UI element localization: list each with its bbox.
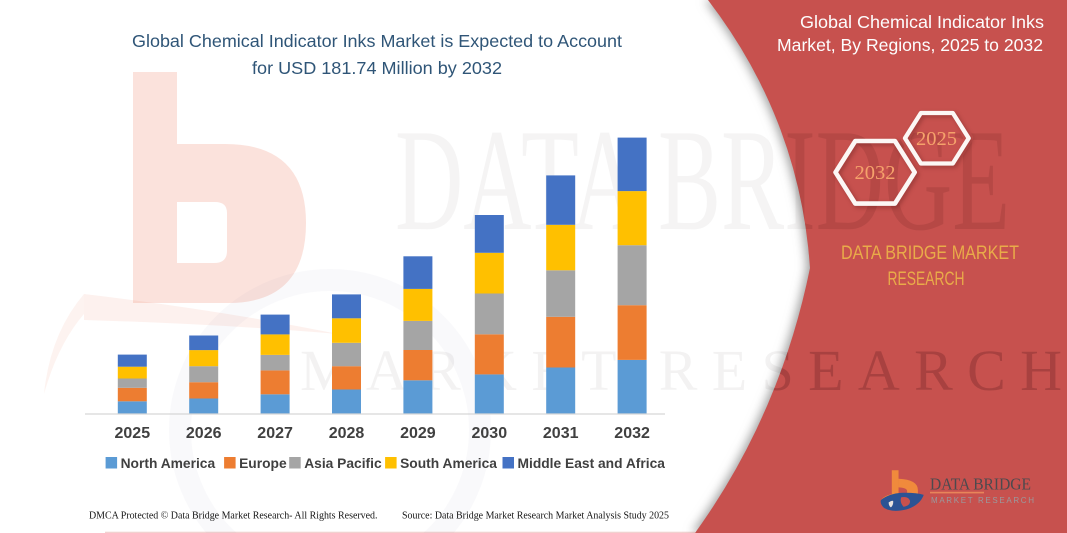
svg-text:Source: Data Bridge Market Res: Source: Data Bridge Market Research Mark… (402, 510, 669, 522)
svg-text:MARKET RESEARCH: MARKET RESEARCH (931, 496, 1034, 505)
svg-text:South America: South America (400, 456, 497, 471)
svg-text:2027: 2027 (257, 425, 293, 442)
svg-text:2031: 2031 (543, 425, 579, 442)
svg-text:Global Chemical Indicator Inks: Global Chemical Indicator Inks (800, 12, 1044, 32)
svg-text:Middle East and Africa: Middle East and Africa (518, 456, 666, 471)
svg-text:2030: 2030 (472, 425, 508, 442)
svg-text:Europe: Europe (239, 456, 287, 471)
svg-text:2032: 2032 (614, 425, 650, 442)
svg-text:DATA BRIDGE: DATA BRIDGE (930, 475, 1031, 494)
svg-text:2025: 2025 (115, 425, 151, 442)
svg-text:DATA BRIDGE MARKET: DATA BRIDGE MARKET (841, 242, 1019, 264)
svg-text:2032: 2032 (855, 162, 896, 184)
svg-text:Market, By Regions, 2025 to 20: Market, By Regions, 2025 to 2032 (777, 35, 1043, 55)
svg-text:for USD 181.74 Million by 2032: for USD 181.74 Million by 2032 (252, 58, 502, 78)
svg-text:2025: 2025 (916, 128, 957, 150)
svg-text:Global Chemical Indicator Inks: Global Chemical Indicator Inks Market is… (132, 31, 622, 51)
svg-text:2028: 2028 (329, 425, 365, 442)
svg-text:North America: North America (121, 456, 216, 471)
svg-text:2026: 2026 (186, 425, 222, 442)
svg-text:RESEARCH: RESEARCH (888, 268, 965, 290)
svg-text:DMCA Protected © Data Bridge M: DMCA Protected © Data Bridge Market Rese… (89, 511, 378, 522)
svg-text:2029: 2029 (400, 425, 436, 442)
svg-text:Asia Pacific: Asia Pacific (304, 456, 382, 471)
